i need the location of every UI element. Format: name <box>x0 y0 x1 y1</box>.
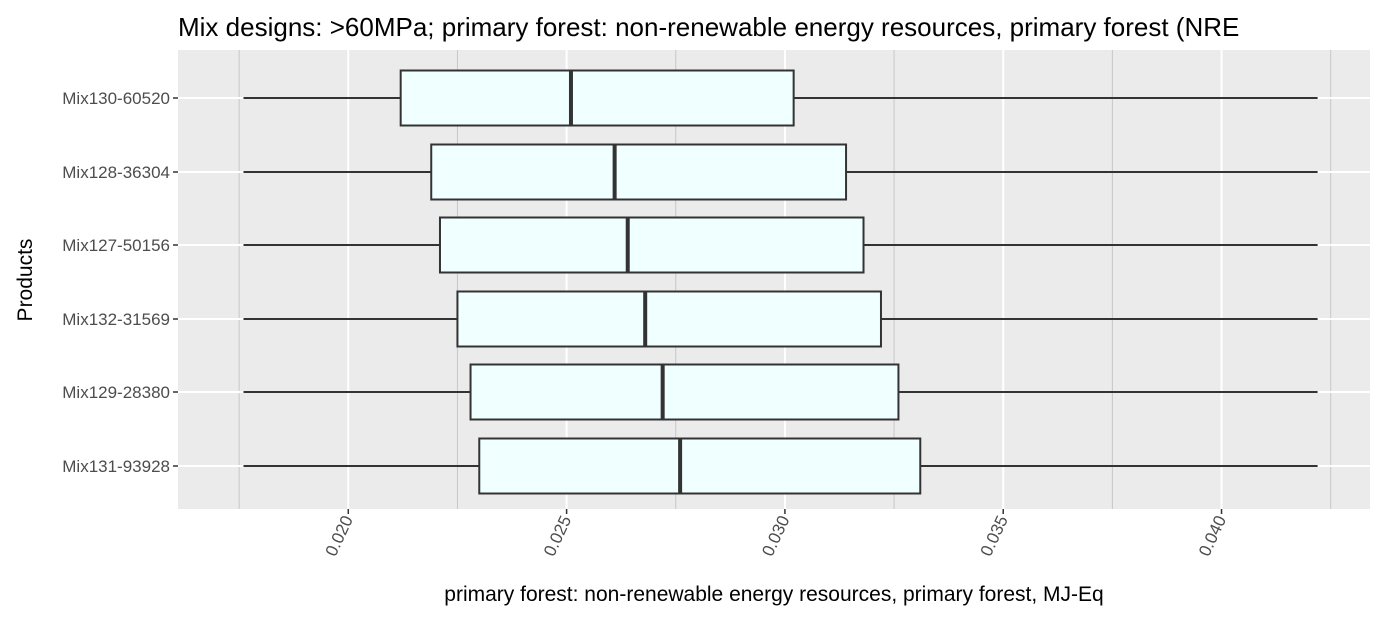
y-tick-label: Mix132-31569 <box>62 310 170 329</box>
y-axis: Mix130-60520 Mix128-36304 Mix127-50156 Mix1… <box>62 89 178 476</box>
boxplot-Mix131-93928 <box>243 437 1318 495</box>
box-iqr <box>438 216 865 274</box>
x-tick-label: 0.025 <box>540 513 575 560</box>
y-tick-label: Mix128-36304 <box>62 163 170 182</box>
box-iqr <box>469 363 900 421</box>
chart-title: Mix designs: >60MPa; primary forest: non… <box>178 12 1239 42</box>
y-tick-label: Mix127-50156 <box>62 236 170 255</box>
boxplots <box>243 69 1318 495</box>
x-tick-label: 0.020 <box>322 513 357 560</box>
y-tick-label: Mix130-60520 <box>62 89 170 108</box>
boxplot-Mix132-31569 <box>243 290 1318 348</box>
x-tick-label: 0.040 <box>1195 513 1230 560</box>
boxplot-Mix128-36304 <box>243 143 1318 201</box>
box-iqr <box>478 437 922 495</box>
x-axis: 0.020 0.025 0.030 0.035 0.040 <box>322 509 1230 559</box>
boxplot-Mix130-60520 <box>243 69 1318 127</box>
y-tick-label: Mix129-28380 <box>62 383 170 402</box>
box-iqr <box>430 143 848 201</box>
x-axis-title: primary forest: non-renewable energy res… <box>444 583 1103 606</box>
boxplot-Mix129-28380 <box>243 363 1318 421</box>
y-axis-title: Products <box>14 239 37 322</box>
x-tick-label: 0.030 <box>758 513 793 560</box>
box-iqr <box>399 69 795 127</box>
box-iqr <box>456 290 882 348</box>
y-tick-label: Mix131-93928 <box>62 457 170 476</box>
boxplot-Mix127-50156 <box>243 216 1318 274</box>
x-tick-label: 0.035 <box>977 513 1012 560</box>
